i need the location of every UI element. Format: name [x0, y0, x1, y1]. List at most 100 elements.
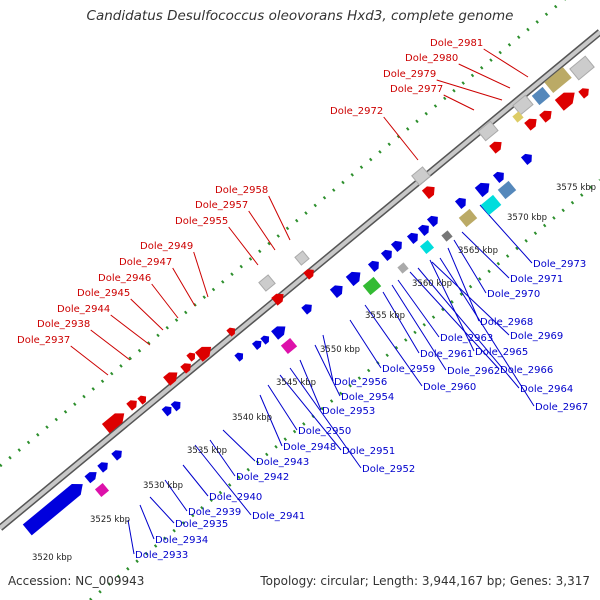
- forward-gene-label: Dole_2942: [236, 472, 289, 483]
- forward-gene-label: Dole_2959: [382, 364, 435, 375]
- forward-gene-label: Dole_2965: [475, 347, 528, 358]
- reverse-label-leader: [268, 195, 291, 241]
- reverse-gene-label: Dole_2981: [430, 38, 483, 49]
- reverse-label-lines: [70, 48, 529, 376]
- reverse-gene-label: Dole_2957: [195, 200, 248, 211]
- forward-label-leader: [194, 444, 252, 516]
- reverse-gene-label: Dole_2958: [215, 185, 268, 196]
- forward-label-leader: [209, 439, 236, 477]
- forward-label-leader: [314, 344, 341, 397]
- forward-label-leader: [409, 271, 500, 370]
- reverse-gene-label: Dole_2949: [140, 241, 193, 252]
- gene-feature: [397, 262, 409, 274]
- gene-feature: [22, 484, 83, 536]
- scale-ticks: 3520 kbp 3525 kbp 3530 kbp 3535 kbp 3540 kbp…: [32, 183, 596, 563]
- reverse-gene-label: Dole_2979: [383, 69, 436, 80]
- forward-gene-label: Dole_2961: [420, 349, 473, 360]
- gene-feature: [497, 180, 517, 200]
- forward-label-leader: [259, 394, 283, 447]
- forward-label-leader: [382, 291, 420, 354]
- gene-feature: [101, 413, 125, 434]
- forward-gene-label: Dole_2954: [341, 392, 394, 403]
- forward-gene-label: Dole_2943: [256, 457, 309, 468]
- gene-feature: [367, 260, 379, 273]
- gene-feature: [569, 55, 595, 81]
- forward-label-leader: [397, 279, 440, 338]
- forward-gene-label: Dole_2971: [510, 274, 563, 285]
- gene-feature: [195, 346, 212, 362]
- reverse-gene-label: Dole_2977: [390, 84, 443, 95]
- gene-feature: [301, 304, 312, 315]
- gene-feature: [170, 401, 181, 412]
- reverse-gene-label: Dole_2938: [37, 319, 90, 330]
- gene-feature: [524, 118, 537, 131]
- scale-tick-label: 3535 kbp: [187, 446, 227, 456]
- reverse-label-leader: [130, 298, 164, 331]
- gene-feature: [419, 239, 435, 255]
- forward-gene-label: Dole_2952: [362, 464, 415, 475]
- forward-label-leader: [364, 304, 423, 387]
- forward-gene-label: Dole_2966: [500, 365, 553, 376]
- scale-tick-label: 3530 kbp: [143, 481, 183, 491]
- gene-feature: [329, 285, 343, 299]
- gene-feature: [421, 186, 435, 200]
- forward-gene-label: Dole_2939: [188, 507, 241, 518]
- forward-gene-label: Dole_2968: [480, 317, 533, 328]
- gene-feature: [492, 171, 504, 184]
- forward-gene-label: Dole_2970: [487, 289, 540, 300]
- gene-feature: [531, 86, 551, 106]
- gene-feature: [426, 215, 438, 228]
- forward-gene-label: Dole_2962: [447, 366, 500, 377]
- reverse-gene-label: Dole_2937: [17, 335, 70, 346]
- gene-feature: [480, 194, 502, 216]
- forward-label-leader: [182, 464, 209, 497]
- gene-feature: [163, 372, 178, 386]
- reverse-gene-label: Dole_2980: [405, 53, 458, 64]
- forward-label-leader: [279, 374, 342, 451]
- reverse-label-leader: [383, 116, 419, 161]
- scale-tick-label: 3560 kbp: [412, 279, 452, 289]
- gene-feature: [111, 450, 122, 461]
- gene-feature: [441, 230, 453, 242]
- gene-feature: [180, 363, 191, 374]
- scale-tick-label: 3540 kbp: [232, 413, 272, 423]
- forward-label-leader: [222, 429, 256, 462]
- forward-gene-label: Dole_2953: [322, 406, 375, 417]
- genome-title: Candidatus Desulfococcus oleovorans Hxd3…: [86, 8, 514, 24]
- reverse-label-leader: [248, 210, 276, 251]
- gene-feature: [260, 335, 270, 345]
- reverse-label-leader: [90, 329, 131, 361]
- gene-feature: [544, 66, 572, 94]
- reverse-label-leader: [483, 48, 529, 78]
- forward-label-leader: [391, 284, 447, 371]
- forward-gene-label: Dole_2950: [298, 426, 351, 437]
- forward-label-leader: [447, 247, 480, 322]
- reverse-label-leader: [70, 345, 109, 376]
- reverse-label-leader: [228, 226, 259, 266]
- forward-gene-label: Dole_2963: [440, 333, 493, 344]
- forward-gene-label: Dole_2934: [155, 535, 208, 546]
- forward-label-leader: [349, 319, 382, 369]
- gene-feature: [362, 276, 382, 296]
- forward-gene-label: Dole_2940: [209, 492, 262, 503]
- gene-feature: [578, 88, 589, 99]
- forward-gene-label: Dole_2964: [520, 384, 573, 395]
- gene-feature: [126, 400, 137, 411]
- gene-feature: [84, 472, 97, 484]
- reverse-label-leader: [172, 267, 196, 307]
- gene-feature: [294, 250, 310, 266]
- genome-axis: [0, 29, 600, 531]
- reverse-labels: Dole_2937 Dole_2938 Dole_2944 Dole_2945 Dole…: [17, 38, 483, 346]
- gene-feature: [554, 92, 575, 111]
- gene-feature: [258, 274, 276, 292]
- forward-label-leader: [417, 267, 520, 389]
- reverse-label-leader: [436, 79, 503, 101]
- reverse-label-leader: [151, 283, 179, 319]
- genome-stats: Topology: circular; Length: 3,944,167 bp…: [260, 574, 590, 588]
- gene-feature: [271, 293, 284, 306]
- forward-label-leader: [164, 479, 188, 512]
- gene-features: [22, 55, 595, 536]
- forward-label-leader: [431, 261, 510, 336]
